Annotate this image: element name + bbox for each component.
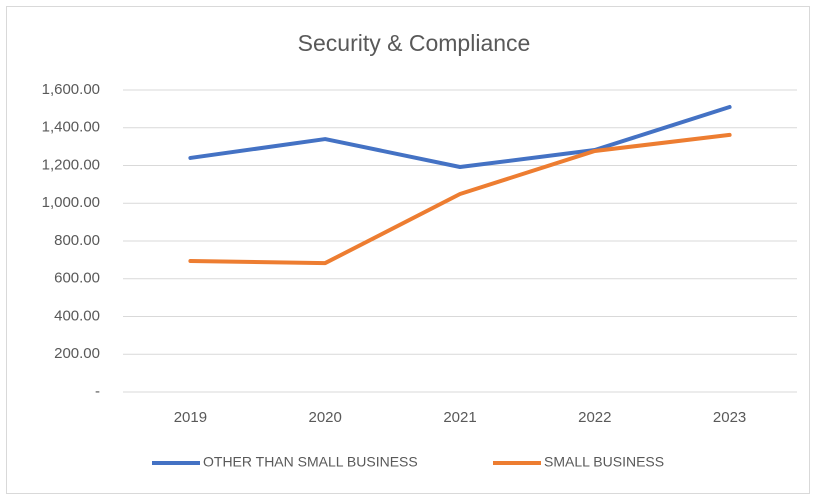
y-tick-label: 1,400.00 (42, 119, 100, 136)
y-tick-label: - (95, 383, 100, 400)
y-tick-label: 200.00 (54, 345, 100, 362)
series-line (188, 132, 732, 266)
legend-label: OTHER THAN SMALL BUSINESS (203, 454, 418, 470)
x-tick-label: 2020 (309, 409, 342, 426)
y-tick-label: 400.00 (54, 307, 100, 324)
legend-label: SMALL BUSINESS (544, 454, 664, 470)
chart-title: Security & Compliance (298, 30, 531, 56)
y-tick-label: 1,600.00 (42, 81, 100, 98)
series-line (188, 104, 732, 170)
chart-border (6, 6, 810, 494)
x-tick-label: 2019 (174, 409, 207, 426)
y-tick-label: 1,000.00 (42, 194, 100, 211)
x-tick-label: 2023 (713, 409, 746, 426)
y-tick-label: 800.00 (54, 232, 100, 249)
y-tick-label: 1,200.00 (42, 156, 100, 173)
y-tick-label: 600.00 (54, 270, 100, 287)
x-tick-label: 2021 (443, 409, 476, 426)
x-tick-label: 2022 (578, 409, 611, 426)
